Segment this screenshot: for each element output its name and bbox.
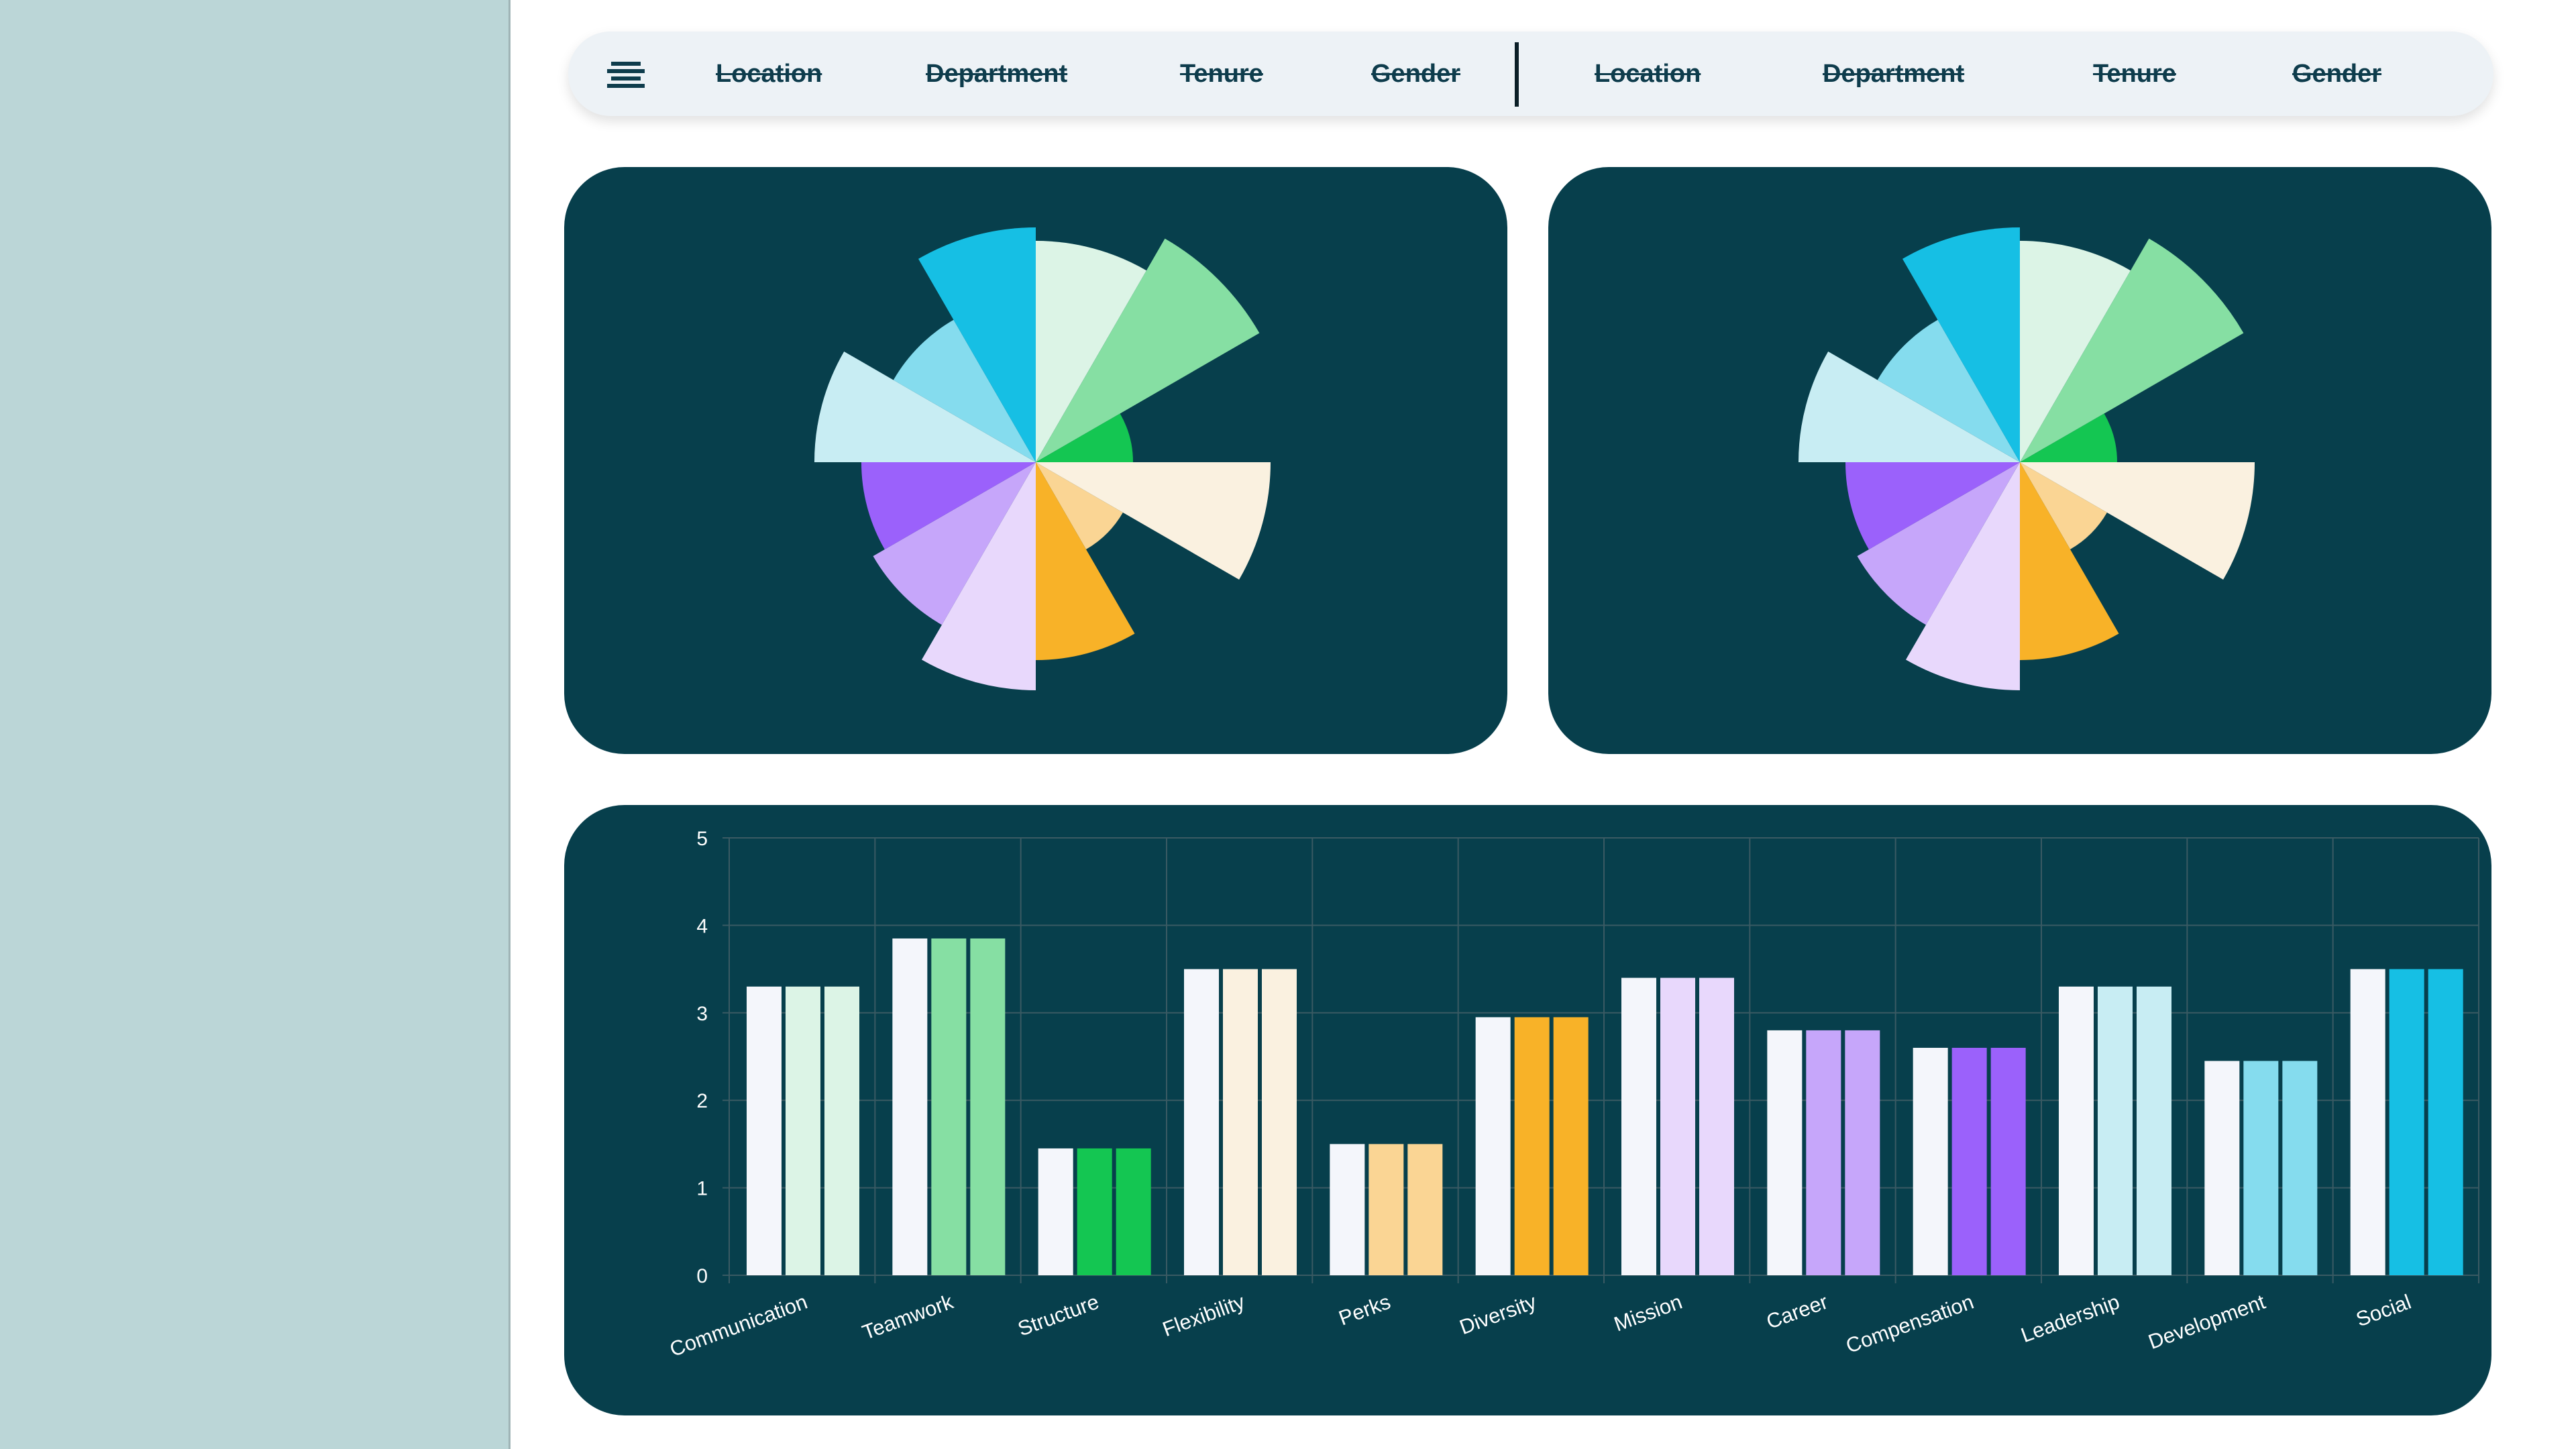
bar-social-3[interactable] (2428, 969, 2463, 1275)
bar-flexibility-1[interactable] (1184, 969, 1219, 1275)
bar-perks-1[interactable] (1330, 1144, 1365, 1275)
polar-slice-structure[interactable] (1036, 413, 1133, 463)
bar-teamwork-1[interactable] (892, 938, 928, 1275)
polar-slice-career[interactable] (1857, 462, 2021, 625)
bar-diversity-1[interactable] (1475, 1017, 1511, 1275)
bar-communication-3[interactable] (824, 986, 859, 1275)
x-tick-label-teamwork: Teamwork (859, 1290, 957, 1344)
y-tick-label: 5 (696, 828, 708, 850)
bar-career-2[interactable] (1806, 1030, 1841, 1275)
polar-slice-communication[interactable] (1036, 241, 1146, 462)
grouped-bar-chart: 0 1 2 3 4 5 Communication Teamwork Structure Flex… (667, 828, 2479, 1362)
x-tick-label-compensation: Compensation (1843, 1290, 1977, 1358)
y-tick-label: 2 (696, 1090, 708, 1112)
bar-leadership-2[interactable] (2098, 986, 2133, 1275)
filter-department[interactable]: Department (926, 60, 1068, 88)
bar-chart-card: 0 1 2 3 4 5 Communication Teamwork Structure Flex… (564, 805, 2491, 1415)
bar-structure-1[interactable] (1038, 1148, 1073, 1275)
polar-slice-development[interactable] (1877, 319, 2020, 462)
y-tick-label: 0 (696, 1265, 708, 1287)
menu-lines-icon[interactable] (607, 62, 645, 89)
bar-diversity-2[interactable] (1514, 1017, 1550, 1275)
bar-communication-2[interactable] (786, 986, 820, 1275)
x-tick-label-career: Career (1763, 1290, 1831, 1334)
polar-slice-teamwork[interactable] (1036, 238, 1260, 462)
bar-mission-2[interactable] (1660, 977, 1695, 1275)
x-tick-label-leadership: Leadership (2018, 1290, 2123, 1347)
polar-slice-perks[interactable] (2020, 462, 2107, 549)
polar-slice-mission[interactable] (1906, 462, 2020, 690)
bar-diversity-3[interactable] (1553, 1017, 1589, 1275)
filter-location[interactable]: Location (716, 60, 822, 88)
y-tick-label: 1 (696, 1178, 708, 1200)
filter-gender[interactable]: Gender (1371, 60, 1461, 88)
bar-structure-2[interactable] (1077, 1148, 1112, 1275)
bar-development-2[interactable] (2243, 1061, 2279, 1275)
x-tick-label-flexibility: Flexibility (1159, 1290, 1248, 1342)
bar-communication-1[interactable] (747, 986, 782, 1275)
bar-flexibility-3[interactable] (1262, 969, 1297, 1275)
polar-area-chart-2 (1799, 227, 2255, 690)
polar-area-chart-1 (814, 227, 1271, 690)
polar-chart-card-2 (1548, 167, 2491, 754)
bar-development-1[interactable] (2204, 1061, 2240, 1275)
y-tick-label: 3 (696, 1003, 708, 1025)
x-tick-label-perks: Perks (1336, 1290, 1393, 1330)
polar-chart-card-1 (564, 167, 1507, 754)
x-tick-label-diversity: Diversity (1456, 1290, 1540, 1340)
filter-tenure[interactable]: Tenure (1180, 60, 1263, 88)
polar-slice-teamwork[interactable] (2020, 238, 2244, 462)
filter-location-2[interactable]: Location (1595, 60, 1701, 88)
polar-slice-communication[interactable] (2020, 241, 2131, 462)
bar-mission-3[interactable] (1699, 977, 1734, 1275)
bar-development-3[interactable] (2282, 1061, 2318, 1275)
bar-perks-3[interactable] (1407, 1144, 1443, 1275)
filter-department-2[interactable]: Department (1823, 60, 1965, 88)
bar-compensation-1[interactable] (1913, 1047, 1948, 1275)
polar-slice-perks[interactable] (1036, 462, 1123, 549)
bar-compensation-3[interactable] (1990, 1047, 2026, 1275)
x-tick-label-social: Social (2353, 1290, 2414, 1332)
x-tick-label-structure: Structure (1015, 1290, 1102, 1341)
bar-mission-1[interactable] (1621, 977, 1656, 1275)
filter-divider (1515, 42, 1519, 107)
bar-leadership-3[interactable] (2137, 986, 2171, 1275)
polar-slice-mission[interactable] (922, 462, 1036, 690)
polar-slice-leadership[interactable] (1799, 352, 2020, 462)
filter-gender-2[interactable]: Gender (2292, 60, 2382, 88)
bar-structure-3[interactable] (1116, 1148, 1151, 1275)
x-tick-label-mission: Mission (1611, 1290, 1685, 1336)
filter-tenure-2[interactable]: Tenure (2093, 60, 2176, 88)
polar-slice-development[interactable] (893, 319, 1036, 462)
x-tick-label-development: Development (2145, 1290, 2269, 1354)
sidebar (0, 0, 511, 1449)
bar-perks-2[interactable] (1368, 1144, 1404, 1275)
polar-slice-leadership[interactable] (814, 352, 1036, 462)
bar-teamwork-2[interactable] (931, 938, 967, 1275)
polar-slice-diversity[interactable] (1036, 462, 1135, 660)
filter-bar: Location Department Tenure Gender Locati… (568, 32, 2493, 116)
polar-slice-structure[interactable] (2020, 413, 2117, 463)
bar-social-2[interactable] (2389, 969, 2424, 1275)
bar-teamwork-3[interactable] (970, 938, 1006, 1275)
x-tick-label-communication: Communication (667, 1290, 810, 1362)
bar-compensation-2[interactable] (1951, 1047, 1987, 1275)
bar-social-1[interactable] (2350, 969, 2385, 1275)
polar-slice-diversity[interactable] (2020, 462, 2119, 660)
y-tick-label: 4 (696, 915, 708, 937)
bar-career-1[interactable] (1767, 1030, 1803, 1275)
polar-slice-flexibility[interactable] (1036, 462, 1271, 580)
bar-flexibility-2[interactable] (1223, 969, 1258, 1275)
bar-career-3[interactable] (1845, 1030, 1880, 1275)
polar-slice-compensation[interactable] (861, 462, 1036, 549)
polar-slice-career[interactable] (873, 462, 1036, 625)
polar-slice-compensation[interactable] (1845, 462, 2020, 549)
bar-leadership-1[interactable] (2059, 986, 2094, 1275)
polar-slice-social[interactable] (918, 227, 1036, 462)
polar-slice-flexibility[interactable] (2020, 462, 2255, 580)
polar-slice-social[interactable] (1902, 227, 2020, 462)
